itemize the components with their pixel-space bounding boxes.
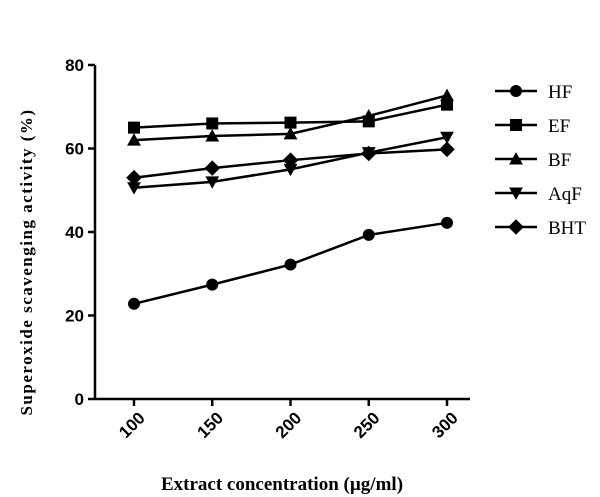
legend-label-bht: BHT — [548, 218, 586, 239]
data-point-bht — [282, 152, 299, 168]
legend-marker-aqf — [509, 187, 523, 200]
legend-label-bf: BF — [548, 150, 571, 171]
y-tick-label: 40 — [65, 223, 84, 242]
data-point-bht — [439, 141, 455, 158]
series-bht — [126, 141, 455, 186]
legend-marker-ef — [510, 119, 522, 131]
x-ticks: 100 150 200 250 300 — [115, 399, 462, 442]
data-point-bf — [127, 133, 141, 146]
legend: HF EF BF AqF BHT — [495, 82, 586, 239]
legend-marker-hf — [510, 85, 522, 97]
legend-item-aqf: AqF — [495, 184, 582, 205]
data-point-hf — [441, 216, 453, 229]
x-tick-label: 100 — [115, 408, 148, 441]
x-tick-label: 300 — [428, 408, 461, 441]
x-tick-label: 150 — [194, 408, 227, 441]
x-tick-label: 200 — [272, 408, 305, 441]
x-axis-title: Extract concentration (µg/ml) — [161, 474, 403, 495]
series-group — [126, 88, 455, 310]
series-hf — [128, 216, 453, 310]
data-point-hf — [128, 297, 140, 310]
data-point-aqf — [127, 182, 141, 195]
x-tick-label: 250 — [350, 408, 383, 441]
data-point-bht — [204, 160, 221, 176]
y-tick-label: 20 — [65, 307, 84, 326]
data-point-ef — [284, 116, 297, 129]
legend-marker-bht — [508, 219, 524, 235]
data-point-hf — [284, 258, 297, 271]
data-point-bht — [126, 169, 142, 186]
legend-label-aqf: AqF — [548, 184, 582, 205]
data-point-ef — [128, 121, 140, 134]
data-point-bht — [360, 145, 377, 162]
legend-item-bf: BF — [495, 150, 571, 171]
data-point-hf — [362, 228, 375, 241]
series-bf — [127, 88, 454, 146]
y-tick-label: 0 — [75, 390, 84, 409]
y-tick-label: 80 — [65, 56, 84, 75]
y-ticks: 0 20 40 60 80 — [65, 56, 95, 409]
data-point-bf — [283, 126, 298, 140]
data-point-aqf — [205, 176, 220, 189]
data-point-hf — [206, 278, 219, 291]
legend-item-ef: EF — [495, 116, 570, 137]
legend-label-hf: HF — [548, 82, 572, 103]
legend-marker-bf — [509, 152, 523, 165]
data-point-bf — [361, 109, 376, 122]
data-point-ef — [206, 117, 219, 130]
axes — [93, 65, 470, 401]
data-point-bf — [440, 88, 454, 101]
legend-item-bht: BHT — [495, 218, 586, 239]
y-tick-label: 60 — [65, 140, 84, 159]
series-aqf — [127, 131, 454, 195]
legend-label-ef: EF — [548, 116, 570, 137]
data-point-bf — [205, 129, 220, 142]
data-point-ef — [441, 98, 453, 111]
y-axis-title: Superoxide scavenging activity (%) — [17, 108, 36, 415]
data-point-aqf — [440, 131, 454, 145]
data-point-aqf — [283, 163, 298, 177]
legend-item-hf: HF — [495, 82, 572, 103]
